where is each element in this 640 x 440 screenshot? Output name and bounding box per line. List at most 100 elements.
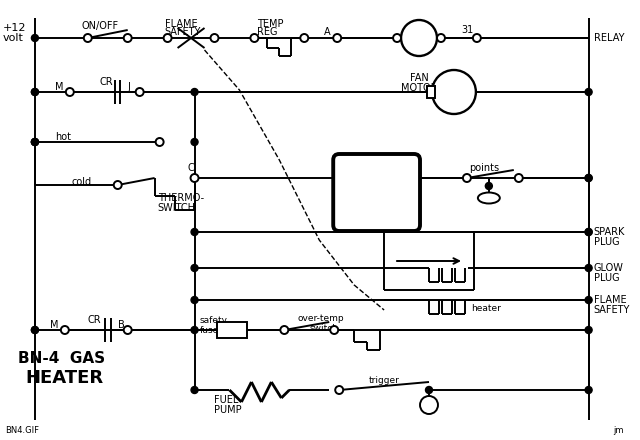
Text: over-temp: over-temp — [298, 313, 344, 323]
Text: ON/OFF: ON/OFF — [82, 21, 119, 31]
Text: TEMP: TEMP — [257, 19, 284, 29]
Text: REG: REG — [257, 27, 278, 37]
Circle shape — [191, 326, 198, 334]
Circle shape — [585, 175, 592, 181]
Ellipse shape — [478, 193, 500, 203]
Circle shape — [191, 264, 198, 271]
Text: switch: switch — [309, 323, 339, 333]
Text: fuse: fuse — [200, 326, 219, 334]
Text: safety: safety — [200, 315, 228, 325]
Text: MOTOR: MOTOR — [401, 83, 437, 93]
Text: FUEL: FUEL — [214, 395, 239, 405]
Text: RELAY: RELAY — [594, 33, 624, 43]
Text: M: M — [50, 320, 58, 330]
Circle shape — [61, 326, 69, 334]
Circle shape — [401, 20, 437, 56]
Circle shape — [191, 139, 198, 146]
Circle shape — [31, 139, 38, 146]
Circle shape — [66, 88, 74, 96]
Circle shape — [31, 326, 38, 334]
Circle shape — [485, 183, 492, 190]
Circle shape — [515, 174, 523, 182]
Circle shape — [156, 138, 164, 146]
Circle shape — [463, 174, 471, 182]
Text: PUMP: PUMP — [214, 405, 242, 415]
FancyBboxPatch shape — [427, 86, 435, 98]
Text: C: C — [188, 163, 195, 173]
Circle shape — [300, 34, 308, 42]
Circle shape — [191, 386, 198, 393]
Circle shape — [585, 264, 592, 271]
Circle shape — [211, 34, 218, 42]
Text: PLUG: PLUG — [594, 273, 620, 283]
Text: CR: CR — [100, 77, 113, 87]
Circle shape — [31, 88, 38, 95]
Circle shape — [393, 34, 401, 42]
Text: FAN: FAN — [410, 73, 428, 83]
Text: CR: CR — [412, 33, 426, 43]
Text: SWITCH: SWITCH — [157, 203, 196, 213]
Text: SPARK: SPARK — [594, 227, 625, 237]
Text: BN-4  GAS: BN-4 GAS — [18, 351, 105, 366]
Circle shape — [280, 326, 289, 334]
Circle shape — [31, 88, 38, 95]
Circle shape — [191, 88, 198, 95]
Text: FU: FU — [225, 326, 237, 335]
Text: PLUG: PLUG — [594, 237, 620, 247]
Circle shape — [585, 228, 592, 235]
Text: GLOW: GLOW — [594, 263, 623, 273]
Circle shape — [585, 326, 592, 334]
Text: hot: hot — [55, 132, 71, 142]
Text: J: J — [128, 82, 131, 92]
Circle shape — [437, 34, 445, 42]
Circle shape — [136, 88, 143, 96]
FancyBboxPatch shape — [333, 154, 420, 231]
Circle shape — [330, 326, 338, 334]
Circle shape — [124, 34, 132, 42]
Text: volt: volt — [3, 33, 24, 43]
Circle shape — [114, 181, 122, 189]
Circle shape — [585, 386, 592, 393]
Text: SAFETY: SAFETY — [164, 27, 201, 37]
Text: HEATER: HEATER — [25, 369, 103, 387]
Text: points: points — [469, 163, 499, 173]
Text: heater: heater — [471, 304, 500, 312]
Text: SAFETY: SAFETY — [594, 305, 630, 315]
Circle shape — [432, 70, 476, 114]
Circle shape — [191, 174, 198, 182]
Circle shape — [124, 326, 132, 334]
Circle shape — [335, 386, 343, 394]
FancyBboxPatch shape — [218, 322, 248, 338]
Circle shape — [473, 34, 481, 42]
Text: coil: coil — [365, 195, 387, 205]
Circle shape — [585, 228, 592, 235]
Circle shape — [31, 326, 38, 334]
Text: M: M — [55, 82, 63, 92]
Text: FLAME: FLAME — [594, 295, 626, 305]
Text: 31: 31 — [461, 25, 473, 35]
Circle shape — [164, 34, 172, 42]
Circle shape — [31, 34, 38, 41]
Text: THERMO-: THERMO- — [157, 193, 204, 203]
Text: A: A — [324, 27, 331, 37]
Text: trigger: trigger — [369, 375, 400, 385]
Circle shape — [191, 228, 198, 235]
Text: cold: cold — [72, 177, 92, 187]
Text: B: B — [118, 320, 124, 330]
Text: CR: CR — [88, 315, 101, 325]
Circle shape — [84, 34, 92, 42]
Text: jm: jm — [614, 425, 624, 435]
Circle shape — [191, 175, 198, 181]
Circle shape — [191, 297, 198, 304]
Circle shape — [585, 88, 592, 95]
Text: spark: spark — [358, 182, 394, 192]
Text: +12: +12 — [3, 23, 26, 33]
Circle shape — [585, 297, 592, 304]
Circle shape — [585, 175, 592, 181]
Text: BN4.GIF: BN4.GIF — [5, 425, 39, 435]
Circle shape — [31, 139, 38, 146]
Text: FLAME: FLAME — [164, 19, 197, 29]
Circle shape — [420, 396, 438, 414]
Circle shape — [426, 386, 433, 393]
Circle shape — [250, 34, 259, 42]
